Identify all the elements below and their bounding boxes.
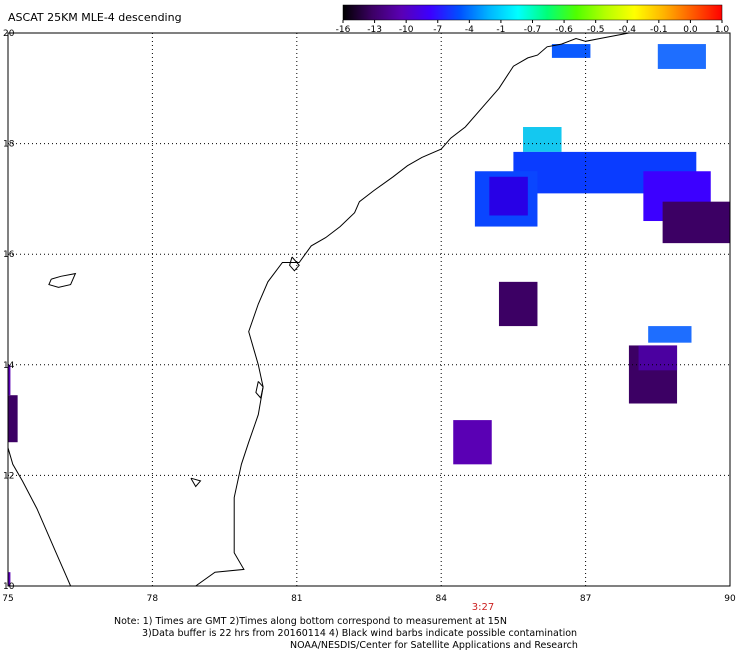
lon-tick-label: 90	[724, 594, 736, 604]
colorbar-label: -13	[367, 25, 382, 35]
lon-tick-label: 75	[2, 594, 13, 604]
colorbar-label: -16	[336, 25, 351, 35]
wind-cell	[657, 44, 706, 69]
note-line-3: NOAA/NESDIS/Center for Satellite Applica…	[290, 640, 578, 650]
time-label: 3:27	[472, 602, 494, 613]
axis-labels: 75 78 81 84 87 90 20 18 16 14 12 10	[2, 29, 736, 604]
lat-tick-label: 10	[3, 582, 15, 592]
east-coastline	[195, 32, 629, 587]
colorbar-label: 0.0	[683, 25, 698, 35]
colorbar: -16 -13 -10 -7 -4 -1 -0.7 -0.6 -0.5 -0.4 -0.1 0.0 1.…	[336, 4, 730, 35]
lake-outline	[289, 256, 300, 272]
colorbar-ramp	[342, 4, 723, 21]
lake-outline	[48, 272, 77, 288]
map-title: ASCAT 25KM MLE-4 descending	[8, 11, 182, 24]
wind-cell	[551, 44, 591, 58]
lat-tick-label: 12	[3, 471, 14, 481]
wind-cell	[8, 395, 18, 443]
wind-cell	[523, 127, 562, 152]
colorbar-label: -1	[496, 25, 505, 35]
colorbar-label: -0.7	[524, 25, 542, 35]
lat-tick-label: 16	[3, 250, 15, 260]
colorbar-label: -0.6	[555, 25, 573, 35]
lat-tick-label: 20	[3, 29, 15, 39]
lat-tick-label: 18	[3, 140, 15, 150]
colorbar-label: -0.5	[587, 25, 605, 35]
note-line-2: 3)Data buffer is 22 hrs from 20160114 4)…	[142, 628, 577, 639]
wind-cell	[8, 364, 11, 396]
wind-cell	[638, 345, 678, 371]
wind-cell	[498, 281, 538, 327]
lake-outline	[190, 477, 202, 488]
lake-outline	[255, 381, 264, 400]
map-frame	[7, 32, 731, 587]
lat-lon-grid	[7, 32, 731, 587]
wind-cell	[453, 420, 492, 465]
lon-tick-label: 81	[291, 594, 302, 604]
colorbar-label: -4	[465, 25, 474, 35]
colorbar-label: 1.0	[715, 25, 730, 35]
wind-cell	[489, 176, 528, 216]
wind-cell	[648, 326, 692, 343]
colorbar-label: -0.4	[618, 25, 636, 35]
colorbar-label: -0.1	[650, 25, 668, 35]
wind-cell	[662, 201, 730, 244]
wind-cell	[8, 572, 11, 586]
lat-tick-label: 14	[3, 361, 15, 371]
west-coastline	[7, 447, 72, 587]
coastline-layer	[7, 32, 629, 587]
note-line-1: Note: 1) Times are GMT 2)Times along bot…	[114, 616, 507, 627]
lon-tick-label: 78	[147, 594, 159, 604]
wind-data-layer	[8, 44, 730, 586]
lon-tick-label: 84	[435, 594, 447, 604]
lon-tick-label: 87	[580, 594, 591, 604]
colorbar-label: -7	[433, 25, 442, 35]
colorbar-label: -10	[399, 25, 414, 35]
